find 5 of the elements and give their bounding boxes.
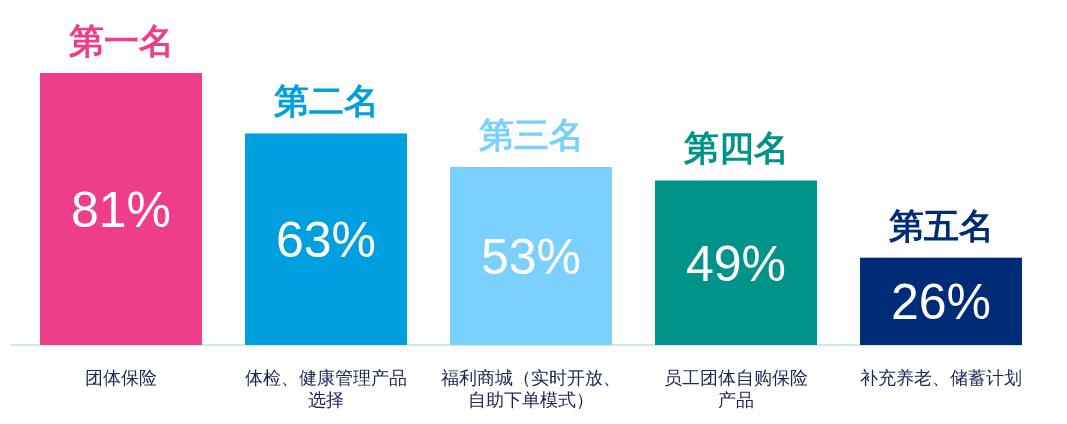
annotation: 第二名: [273, 81, 379, 121]
annotation: 第一名: [68, 21, 174, 60]
annotation: 第三名: [478, 115, 584, 154]
annotation: 第五名: [888, 205, 994, 245]
annotation: 第四名: [683, 128, 789, 168]
